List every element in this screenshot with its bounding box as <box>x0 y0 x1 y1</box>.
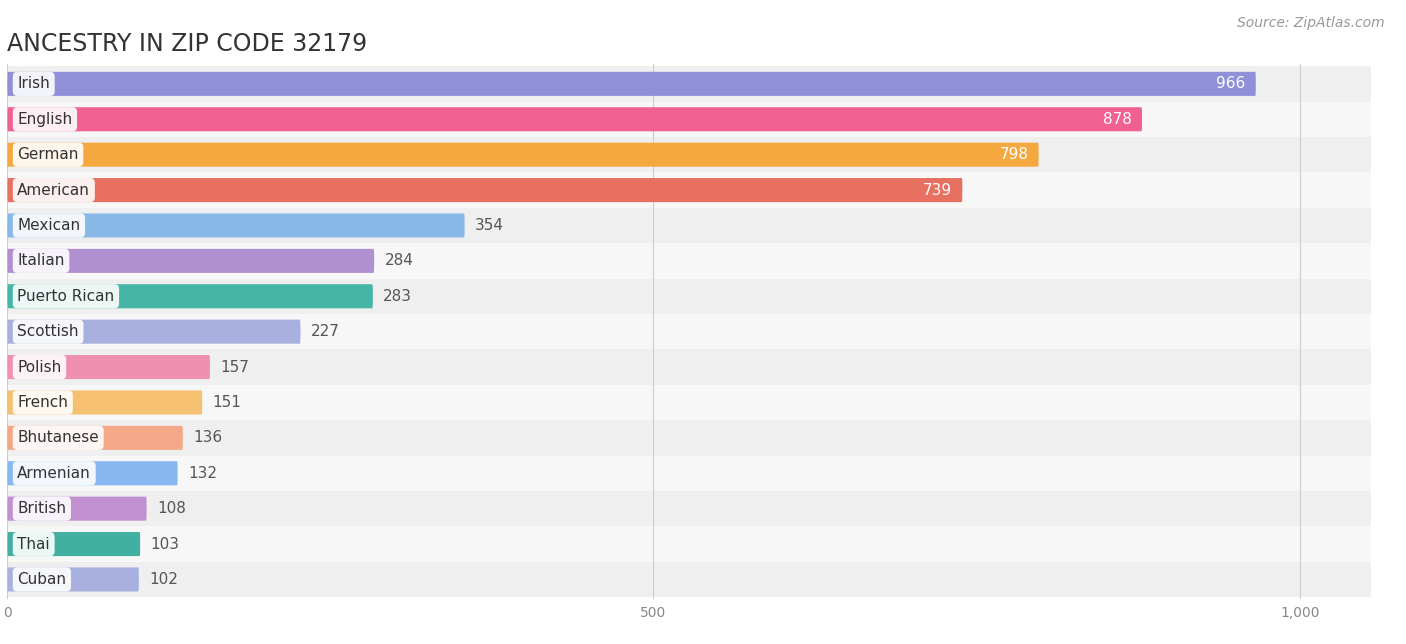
Text: Puerto Rican: Puerto Rican <box>17 289 114 304</box>
Text: Irish: Irish <box>17 77 51 91</box>
FancyBboxPatch shape <box>7 461 177 486</box>
Bar <box>7 562 1378 597</box>
Text: German: German <box>17 147 79 162</box>
Bar <box>7 420 1378 455</box>
Bar <box>7 491 1378 526</box>
Text: 354: 354 <box>475 218 503 233</box>
Text: 132: 132 <box>188 466 217 481</box>
FancyBboxPatch shape <box>7 249 374 273</box>
Text: English: English <box>17 112 73 127</box>
Text: British: British <box>17 501 66 516</box>
Text: Bhutanese: Bhutanese <box>17 430 98 446</box>
Bar <box>7 314 1378 349</box>
FancyBboxPatch shape <box>7 355 209 379</box>
Bar <box>7 66 1378 102</box>
Text: Cuban: Cuban <box>17 572 66 587</box>
Bar <box>7 102 1378 137</box>
Text: Italian: Italian <box>17 253 65 269</box>
Text: 136: 136 <box>193 430 222 446</box>
Text: 283: 283 <box>384 289 412 304</box>
Text: 798: 798 <box>1000 147 1028 162</box>
FancyBboxPatch shape <box>7 284 373 308</box>
FancyBboxPatch shape <box>7 178 962 202</box>
FancyBboxPatch shape <box>7 72 1256 96</box>
FancyBboxPatch shape <box>7 426 183 450</box>
Text: Polish: Polish <box>17 359 62 375</box>
Text: 151: 151 <box>212 395 242 410</box>
FancyBboxPatch shape <box>7 497 146 521</box>
Bar <box>7 279 1378 314</box>
Text: Source: ZipAtlas.com: Source: ZipAtlas.com <box>1237 16 1385 30</box>
Bar <box>7 349 1378 384</box>
Text: ANCESTRY IN ZIP CODE 32179: ANCESTRY IN ZIP CODE 32179 <box>7 32 367 55</box>
Bar <box>7 137 1378 173</box>
Bar <box>7 173 1378 208</box>
FancyBboxPatch shape <box>7 108 1142 131</box>
Text: 157: 157 <box>221 359 249 375</box>
Bar <box>7 526 1378 562</box>
FancyBboxPatch shape <box>7 532 141 556</box>
Text: Scottish: Scottish <box>17 324 79 339</box>
Text: Thai: Thai <box>17 536 51 551</box>
Bar <box>7 384 1378 420</box>
FancyBboxPatch shape <box>7 390 202 415</box>
FancyBboxPatch shape <box>7 142 1039 167</box>
Text: 284: 284 <box>384 253 413 269</box>
Text: 102: 102 <box>149 572 179 587</box>
Text: French: French <box>17 395 69 410</box>
FancyBboxPatch shape <box>7 319 301 344</box>
Text: 103: 103 <box>150 536 180 551</box>
Bar <box>7 243 1378 279</box>
Text: Mexican: Mexican <box>17 218 80 233</box>
Text: 966: 966 <box>1216 77 1246 91</box>
Text: 878: 878 <box>1102 112 1132 127</box>
Text: Armenian: Armenian <box>17 466 91 481</box>
Text: 108: 108 <box>157 501 186 516</box>
Text: 739: 739 <box>922 182 952 198</box>
FancyBboxPatch shape <box>7 213 464 238</box>
Text: American: American <box>17 182 90 198</box>
Bar <box>7 208 1378 243</box>
FancyBboxPatch shape <box>7 567 139 591</box>
Text: 227: 227 <box>311 324 340 339</box>
Bar <box>7 455 1378 491</box>
